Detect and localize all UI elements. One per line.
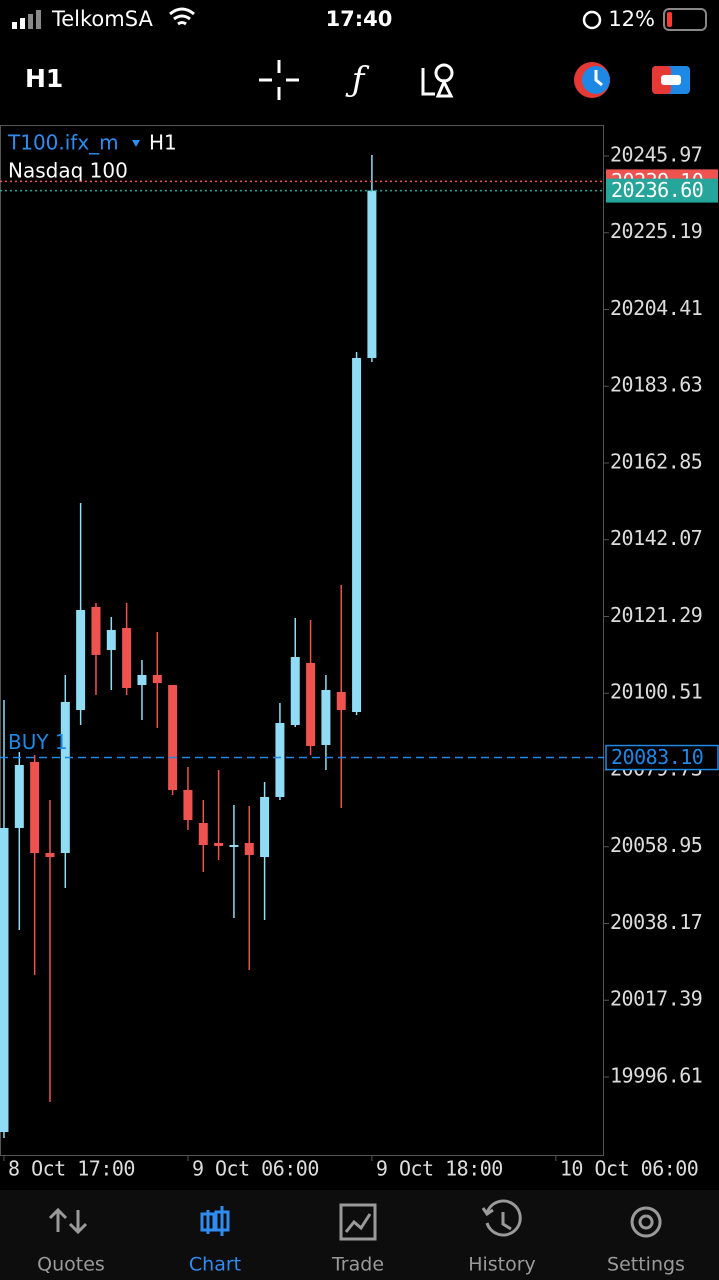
y-tick-label: 20100.51 [610,680,702,704]
bid-line-label: 20236.60 [611,178,703,202]
chart-timeframe: H1 [149,131,177,155]
candle-body [352,357,362,713]
candle-body [45,852,55,858]
tab-label: Trade [331,1254,384,1276]
x-tick-label: 9 Oct 18:00 [376,1157,503,1181]
wifi-icon [169,7,195,26]
y-tick-label: 20225.19 [610,219,702,243]
tabs: Quotes Chart Trade History Settings [37,1199,685,1276]
crosshair-button[interactable] [259,60,299,100]
y-tick-label: 20204.41 [610,296,702,320]
candle-body [168,685,178,791]
candle-body [321,689,331,745]
symbol[interactable]: T100.ifx_m [7,131,119,155]
battery-text: 12% [608,7,655,31]
y-tick-label: 20142.07 [610,526,702,550]
y-tick-label: 20058.95 [610,833,702,857]
candle-body [244,843,254,855]
tab-icon [48,1207,88,1235]
candle-body [336,691,346,711]
signal-icon [12,10,41,29]
x-tick-label: 10 Oct 06:00 [560,1157,699,1181]
candle-body [152,674,162,684]
symbol-dropdown[interactable] [132,140,140,147]
position-name: BUY 1 [8,730,68,754]
tab-label: Chart [189,1254,241,1276]
candle-body [106,630,116,650]
candle-body [91,606,101,655]
candle-body [137,674,147,686]
candle-body [122,627,132,688]
candle-body [214,843,224,847]
tab-label: Quotes [37,1254,105,1276]
y-tick-label: 20017.39 [610,987,702,1011]
tab[interactable]: Chart [189,1206,241,1276]
candle-body [229,845,239,848]
trade-button[interactable] [652,66,690,94]
candle-body [183,790,193,821]
candle-body [290,657,300,726]
bid-line-box [606,178,718,203]
tab[interactable]: Quotes [37,1207,105,1276]
timeframe-button[interactable]: H1 [25,64,63,93]
x-tick-label: 9 Oct 06:00 [192,1157,319,1181]
plot [0,154,377,1139]
tab-icon [630,1206,662,1238]
tab-icon [200,1206,230,1236]
candle-body [60,701,70,853]
y-tick-label: 20183.63 [610,373,702,397]
lock-icon [582,10,602,30]
candle-body [76,609,86,711]
tab[interactable]: Settings [607,1206,685,1276]
symbol-description: Nasdaq 100 [8,159,128,183]
tab-icon [481,1199,522,1237]
position-line-box [605,744,719,771]
battery-icon [663,8,707,31]
candle-body [275,723,285,797]
candle-body [30,761,40,853]
y-tick-label: 20121.29 [610,603,702,627]
tab-label: Settings [607,1254,685,1276]
candle-body [198,822,208,846]
candle-body [260,796,270,858]
y-tick-label: 20038.17 [610,910,702,934]
tab[interactable]: Trade [331,1203,384,1276]
tab[interactable]: History [468,1199,536,1276]
tab-icon [339,1203,377,1241]
y-tick-label: 20245.97 [610,142,702,166]
objects-button[interactable] [421,63,454,98]
tab-label: History [468,1254,536,1276]
carrier: TelkomSA [51,7,153,31]
y-tick-label: 20162.85 [610,449,702,473]
clock: 17:40 [326,7,393,31]
candle-body [0,827,9,1132]
one-click-button[interactable] [574,62,610,98]
plot-frame [0,125,604,1156]
y-tick-label: 19996.61 [610,1063,702,1087]
candle-body [367,190,377,358]
position-line-label: 20083.10 [611,745,703,769]
x-tick-label: 8 Oct 17:00 [8,1157,135,1181]
battery-level [667,12,672,27]
candle-body [306,662,316,746]
candle-body [14,765,24,828]
